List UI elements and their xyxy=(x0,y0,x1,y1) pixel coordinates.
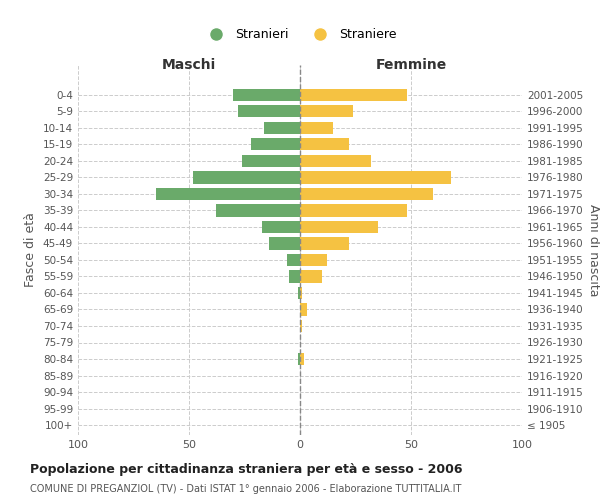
Bar xyxy=(300,138,349,150)
Bar xyxy=(265,122,300,134)
Bar xyxy=(300,304,307,316)
Bar xyxy=(242,154,300,167)
Y-axis label: Fasce di età: Fasce di età xyxy=(25,212,37,288)
Bar xyxy=(298,353,300,365)
Bar xyxy=(193,171,300,183)
Bar xyxy=(300,254,326,266)
Bar xyxy=(233,88,300,101)
Bar xyxy=(300,287,302,299)
Bar xyxy=(300,122,334,134)
Text: Femmine: Femmine xyxy=(376,58,446,71)
Bar xyxy=(300,320,302,332)
Bar xyxy=(215,204,300,216)
Bar xyxy=(300,105,353,118)
Bar xyxy=(300,171,451,183)
Bar xyxy=(300,188,433,200)
Bar xyxy=(238,105,300,118)
Bar xyxy=(156,188,300,200)
Bar xyxy=(298,287,300,299)
Text: Popolazione per cittadinanza straniera per età e sesso - 2006: Popolazione per cittadinanza straniera p… xyxy=(30,462,463,475)
Bar xyxy=(300,353,304,365)
Legend: Stranieri, Straniere: Stranieri, Straniere xyxy=(199,23,401,46)
Text: COMUNE DI PREGANZIOL (TV) - Dati ISTAT 1° gennaio 2006 - Elaborazione TUTTITALIA: COMUNE DI PREGANZIOL (TV) - Dati ISTAT 1… xyxy=(30,484,461,494)
Bar xyxy=(269,237,300,250)
Text: Maschi: Maschi xyxy=(162,58,216,71)
Bar xyxy=(300,154,371,167)
Y-axis label: Anni di nascita: Anni di nascita xyxy=(587,204,600,296)
Bar xyxy=(287,254,300,266)
Bar xyxy=(289,270,300,282)
Bar xyxy=(251,138,300,150)
Bar xyxy=(300,270,322,282)
Bar xyxy=(300,237,349,250)
Bar xyxy=(300,88,407,101)
Bar xyxy=(300,220,378,233)
Bar xyxy=(300,204,407,216)
Bar xyxy=(262,220,300,233)
